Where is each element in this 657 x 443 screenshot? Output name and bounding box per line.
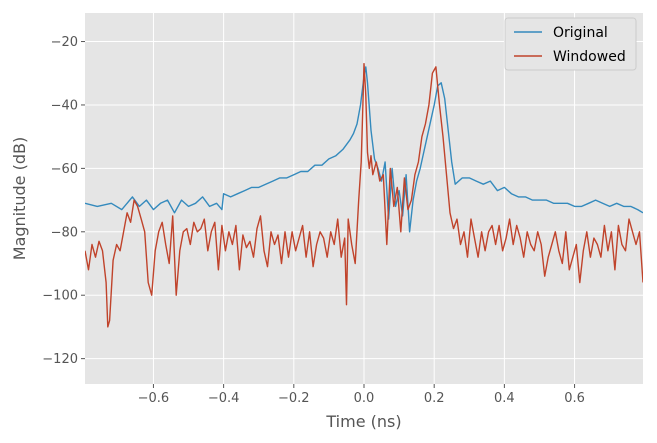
y-tick-label: −40: [51, 98, 78, 113]
legend-label: Original: [553, 25, 608, 41]
y-tick-label: −80: [51, 225, 78, 240]
legend: Original Windowed: [504, 17, 637, 71]
x-tick-label: 0.4: [494, 391, 515, 406]
series-layer: [85, 63, 643, 328]
y-tick-labels: −120 −100 −80 −60 −40 −20: [42, 35, 85, 367]
x-tick-label: 0.0: [354, 391, 375, 406]
x-tick-label: 0.6: [564, 391, 585, 406]
legend-box: [504, 17, 637, 71]
y-tick-label: −100: [42, 289, 78, 304]
y-tick-label: −120: [42, 352, 78, 367]
x-tick-labels: −0.6 −0.4 −0.2 0.0 0.2 0.4 0.6: [138, 384, 585, 406]
x-tick-label: 0.2: [424, 391, 445, 406]
y-axis-label: Magnitude (dB): [10, 137, 29, 260]
series-line-original: [85, 66, 643, 233]
y-tick-label: −60: [51, 162, 78, 177]
x-axis-label: Time (ns): [325, 412, 401, 431]
x-tick-label: −0.6: [138, 391, 170, 406]
x-tick-label: −0.2: [278, 391, 310, 406]
y-tick-label: −20: [51, 35, 78, 50]
legend-label: Windowed: [553, 49, 626, 65]
x-tick-label: −0.4: [208, 391, 240, 406]
series-line-windowed: [85, 63, 643, 328]
